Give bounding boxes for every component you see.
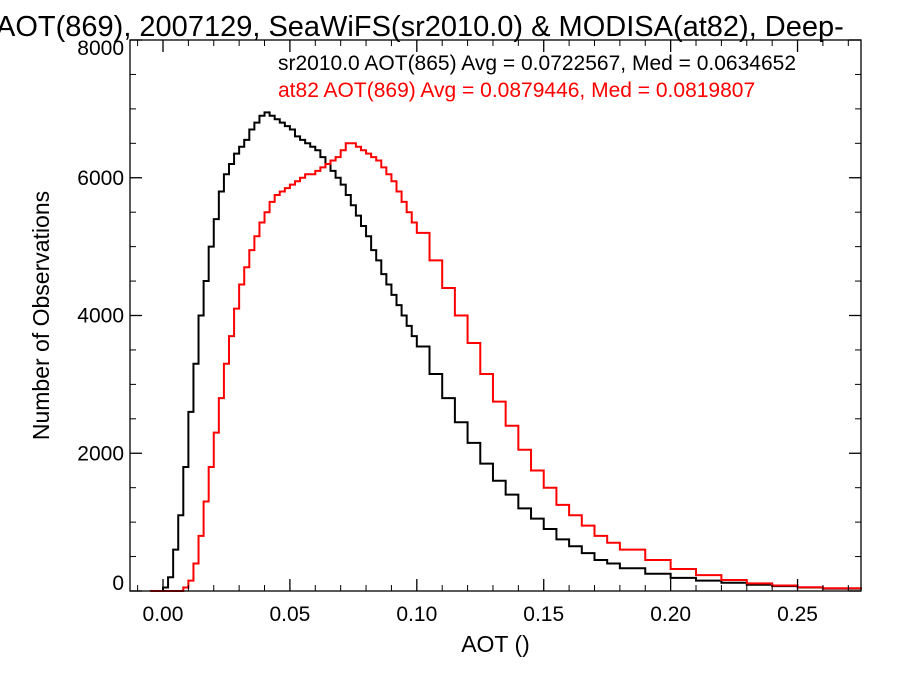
- series-line-at82: [150, 142, 862, 592]
- y-tick-label: 4000: [77, 305, 124, 328]
- x-tick-label: 0.20: [650, 603, 691, 626]
- legend: sr2010.0 AOT(865) Avg = 0.0722567, Med =…: [278, 52, 796, 102]
- y-tick-label: 8000: [77, 37, 124, 60]
- x-axis-label: AOT (): [461, 631, 530, 657]
- y-axis: 0 2000 4000 6000 8000: [77, 37, 861, 595]
- series-line-sr2010-0: [150, 111, 862, 592]
- legend-entry-at82: at82 AOT(869) Avg = 0.0879446, Med = 0.0…: [278, 79, 755, 102]
- x-tick-label: 0.10: [396, 603, 437, 626]
- x-tick-label: 0.00: [143, 603, 184, 626]
- y-axis-label: Number of Observations: [28, 191, 54, 440]
- series-layer: [150, 111, 862, 592]
- y-tick-label: 6000: [77, 167, 124, 190]
- legend-entry-sr2010-0: sr2010.0 AOT(865) Avg = 0.0722567, Med =…: [278, 52, 796, 75]
- x-axis: 0.00 0.05 0.10 0.15 0.20 0.25: [137, 40, 849, 626]
- x-tick-label: 0.05: [269, 603, 310, 626]
- y-tick-label: 2000: [77, 442, 124, 465]
- x-tick-label: 0.25: [777, 603, 818, 626]
- y-tick-label: 0: [112, 572, 124, 595]
- x-tick-label: 0.15: [523, 603, 564, 626]
- chart-title: AOT(869), 2007129, SeaWiFS(sr2010.0) & M…: [0, 11, 844, 43]
